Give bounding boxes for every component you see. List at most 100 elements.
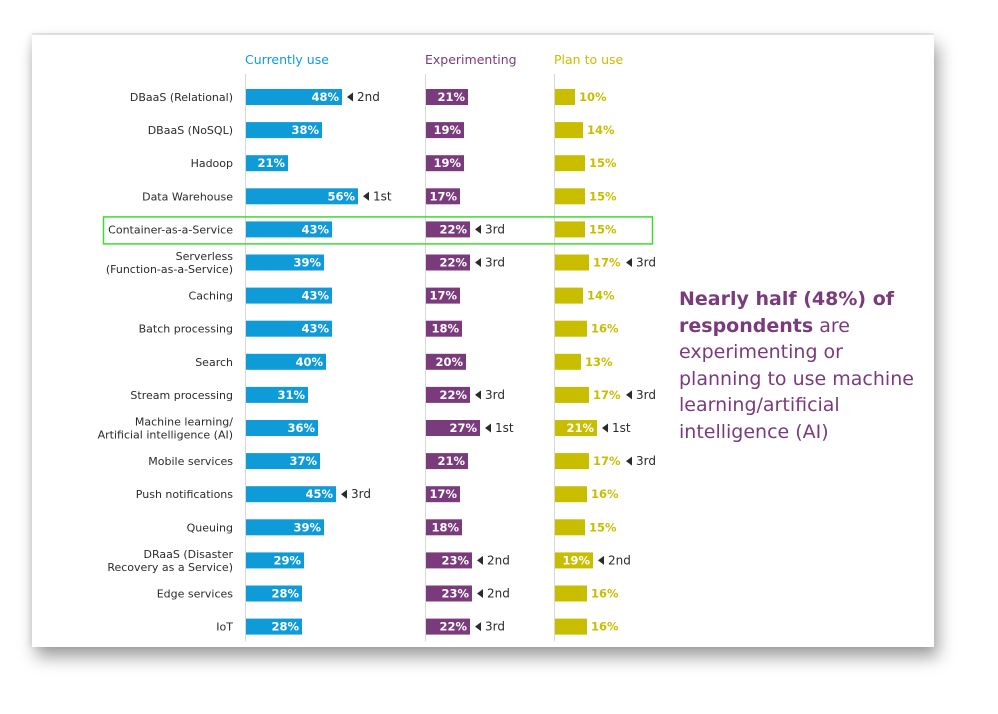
bar bbox=[426, 618, 470, 635]
bar bbox=[426, 353, 466, 370]
value-label: 43% bbox=[301, 222, 329, 236]
bar bbox=[426, 155, 464, 172]
rank-label: 3rd bbox=[485, 256, 505, 270]
bar bbox=[555, 89, 575, 105]
value-label: 18% bbox=[431, 520, 459, 534]
bar bbox=[246, 221, 332, 238]
category-label-line: Recovery as a Service) bbox=[107, 561, 233, 574]
bar bbox=[555, 386, 589, 403]
bar bbox=[246, 519, 324, 536]
bar bbox=[555, 486, 587, 503]
value-label: 17% bbox=[593, 256, 621, 270]
rank-arrow-icon bbox=[341, 489, 347, 499]
value-label: 39% bbox=[293, 256, 321, 270]
value-label: 23% bbox=[441, 587, 469, 601]
category-label-line: Edge services bbox=[157, 588, 234, 601]
bar bbox=[555, 519, 585, 536]
rank-label: 3rd bbox=[636, 388, 656, 402]
rank-arrow-icon bbox=[347, 92, 353, 102]
value-label: 27% bbox=[449, 421, 477, 435]
bar bbox=[246, 320, 332, 337]
bar bbox=[426, 89, 468, 105]
bar bbox=[555, 221, 585, 238]
bar bbox=[246, 122, 322, 139]
category-label-line: Search bbox=[195, 356, 233, 369]
bar bbox=[555, 618, 587, 635]
rank-arrow-icon bbox=[475, 258, 481, 267]
bar bbox=[246, 188, 358, 205]
category-label: Container-as-a-Service bbox=[108, 223, 233, 236]
rank-arrow-icon bbox=[477, 589, 483, 598]
value-label: 31% bbox=[277, 388, 305, 402]
bar bbox=[555, 420, 597, 436]
rank-label: 2nd bbox=[487, 553, 510, 567]
value-label: 29% bbox=[273, 553, 301, 567]
bar bbox=[246, 155, 288, 172]
category-label: Caching bbox=[189, 290, 233, 303]
bar bbox=[246, 287, 332, 304]
value-label: 15% bbox=[589, 189, 617, 203]
bar bbox=[555, 585, 587, 602]
value-label: 15% bbox=[589, 156, 617, 170]
value-label: 16% bbox=[591, 587, 619, 601]
bar bbox=[246, 386, 308, 403]
category-label: DRaaS (Disaster Recovery as a Service) bbox=[107, 548, 233, 574]
category-label-line: Hadoop bbox=[191, 157, 233, 170]
value-label: 40% bbox=[295, 355, 323, 369]
value-label: 28% bbox=[271, 620, 299, 634]
bar bbox=[555, 122, 583, 139]
value-label: 37% bbox=[289, 454, 317, 468]
bar bbox=[426, 188, 460, 205]
value-label: 17% bbox=[593, 388, 621, 402]
category-label: DBaaS (NoSQL) bbox=[148, 124, 233, 137]
category-label-line: Container-as-a-Service bbox=[108, 223, 233, 236]
rank-label: 3rd bbox=[485, 222, 505, 236]
category-label: Edge services bbox=[157, 588, 234, 601]
rank-arrow-icon bbox=[363, 191, 369, 201]
value-label: 45% bbox=[305, 487, 333, 501]
category-label: DBaaS (Relational) bbox=[130, 91, 233, 104]
value-label: 10% bbox=[579, 90, 607, 104]
category-label-line: DBaaS (NoSQL) bbox=[148, 124, 233, 137]
category-label-line: IoT bbox=[216, 621, 233, 634]
value-label: 56% bbox=[327, 189, 355, 203]
rank-arrow-icon bbox=[626, 258, 632, 267]
value-label: 43% bbox=[301, 322, 329, 336]
bar bbox=[426, 420, 480, 436]
category-label-line: DBaaS (Relational) bbox=[130, 91, 233, 104]
bar bbox=[426, 552, 472, 569]
column-header-1: Experimenting bbox=[425, 52, 517, 67]
value-label: 13% bbox=[585, 355, 613, 369]
value-label: 23% bbox=[441, 553, 469, 567]
category-label-line: Artificial intelligence (AI) bbox=[98, 429, 233, 442]
rank-label: 3rd bbox=[485, 388, 505, 402]
bar bbox=[426, 386, 470, 403]
rank-label: 2nd bbox=[608, 553, 631, 567]
value-label: 19% bbox=[433, 123, 461, 137]
rank-label: 1st bbox=[495, 421, 514, 435]
value-label: 28% bbox=[271, 587, 299, 601]
highlight-box bbox=[102, 216, 654, 245]
value-label: 15% bbox=[589, 520, 617, 534]
value-label: 16% bbox=[591, 487, 619, 501]
value-label: 17% bbox=[429, 289, 457, 303]
bar bbox=[555, 453, 589, 470]
bar bbox=[426, 287, 460, 304]
category-label-line: Data Warehouse bbox=[142, 190, 233, 203]
value-label: 36% bbox=[287, 421, 315, 435]
value-label: 14% bbox=[587, 123, 615, 137]
rank-label: 3rd bbox=[636, 256, 656, 270]
bar bbox=[246, 585, 302, 602]
category-label: Batch processing bbox=[139, 323, 233, 336]
value-label: 20% bbox=[435, 355, 463, 369]
category-label: IoT bbox=[216, 621, 233, 634]
value-label: 22% bbox=[439, 388, 467, 402]
bar bbox=[555, 155, 585, 172]
value-label: 19% bbox=[562, 553, 590, 567]
value-label: 22% bbox=[439, 222, 467, 236]
bar bbox=[426, 122, 464, 139]
bar bbox=[555, 188, 585, 205]
value-label: 19% bbox=[433, 156, 461, 170]
bar bbox=[246, 486, 336, 503]
